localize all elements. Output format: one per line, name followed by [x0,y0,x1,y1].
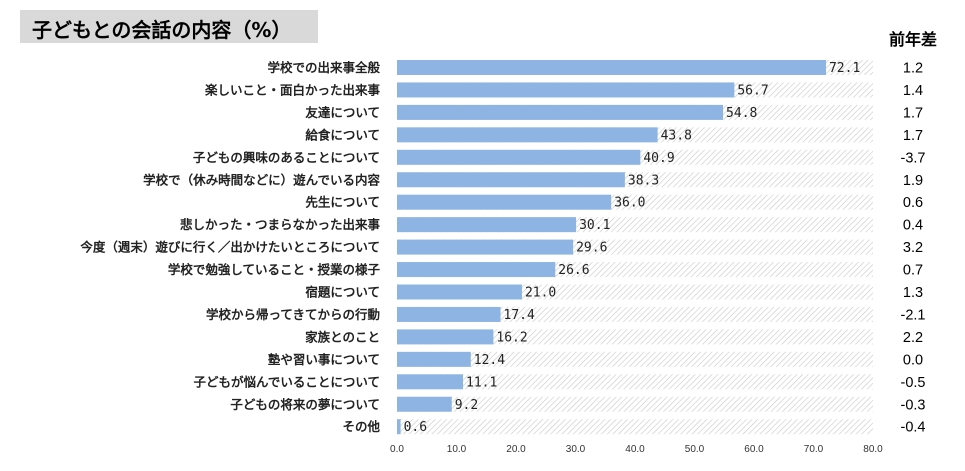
value-label: 21.0 [525,286,556,301]
year-diff-value: 0.4 [903,218,923,234]
bar-track [397,351,873,367]
x-tick-label: 40.0 [625,444,645,455]
bar [397,262,556,278]
category-label: 学校から帰ってきてからの行動 [206,307,380,322]
value-label: 38.3 [628,173,659,188]
category-label: 塾や習い事について [268,352,380,367]
category-label: 楽しいこと・面白かった出来事 [204,82,381,97]
year-diff-value: -0.3 [901,397,926,413]
bar [397,284,522,300]
bar [397,374,464,390]
value-label: 54.8 [726,106,757,121]
category-label: 先生について [305,195,380,210]
category-label: 友達について [304,105,380,120]
year-diff-value: 1.7 [903,128,923,144]
bar [397,329,494,345]
x-axis-ticks: 0.0 10.0 20.0 30.0 40.0 50.0 60.0 70.0 80.0 [390,444,883,455]
year-diff-value: -3.7 [901,150,926,166]
value-label: 56.7 [737,83,768,98]
year-diff-value: -0.4 [901,420,926,436]
x-tick-label: 10.0 [447,444,467,455]
year-diff-value: 1.2 [903,61,923,77]
bar-track [397,329,873,345]
bar [397,104,724,120]
category-label: 今度（週末）遊びに行く／出かけたいところについて [79,240,380,255]
value-label: 30.1 [579,218,610,233]
category-label: 学校での出来事全般 [267,60,380,75]
bar-track [397,419,873,435]
bar [397,127,658,143]
bar [397,172,625,188]
bars [397,60,826,435]
year-diff-value: 1.7 [903,105,923,121]
bar [397,194,612,210]
category-label: 子どもの興味のあることについて [193,150,380,165]
value-label: 0.6 [404,420,427,435]
value-label: 16.2 [496,330,527,345]
bar [397,306,501,322]
category-label: 学校で（休み時間などに）遊んでいる内容 [143,172,380,187]
chart-title: 子どもとの会話の内容（%） [32,18,292,42]
x-tick-label: 80.0 [863,444,883,455]
category-label: 給食について [305,127,380,142]
x-tick-label: 20.0 [506,444,526,455]
year-diff-value: 3.2 [903,240,923,256]
year-diff-value: -2.1 [901,307,926,323]
category-labels: 学校での出来事全般楽しいこと・面白かった出来事友達について給食について子どもの興… [79,60,380,434]
bar [397,396,452,412]
year-diff-value: 0.0 [903,352,923,368]
year-diff-value: 2.2 [903,330,923,346]
value-labels: 72.1 56.7 54.8 43.8 40.9 38.3 36.0 30.1 29.6 26.6… [404,61,861,435]
value-label: 36.0 [614,196,645,211]
value-label: 11.1 [466,375,497,390]
x-tick-label: 50.0 [685,444,705,455]
year-diff-value: 0.6 [903,195,923,211]
year-diff-value: 0.7 [903,263,923,279]
bar [397,419,401,435]
value-label: 12.4 [474,353,505,368]
year-diff-value: 1.4 [903,83,923,99]
value-label: 17.4 [504,308,535,323]
category-label: 悲しかった・つまらなかった出来事 [180,217,381,232]
category-label: 子どもの将来の夢について [230,397,380,412]
year-diff-value: -0.5 [901,375,926,391]
value-label: 29.6 [576,241,607,256]
x-tick-label: 70.0 [804,444,824,455]
year-diff-labels: 1.2 1.4 1.7 1.7 -3.7 1.9 0.6 0.4 3.2 0.7 1.3 -2.1 2.… [901,61,926,436]
bar-track [397,374,873,390]
bar [397,217,577,233]
category-label: 家族とのこと [305,329,380,344]
year-diff-value: 1.3 [903,285,923,301]
bar-track [397,306,873,322]
bar [397,149,641,165]
category-label: 学校で勉強していること・授業の様子 [168,262,381,277]
x-tick-label: 30.0 [566,444,586,455]
bar [397,82,735,98]
value-label: 72.1 [829,61,860,76]
category-label: 子どもが悩んでいることについて [193,374,380,389]
bar [397,239,574,255]
value-label: 40.9 [643,151,674,166]
category-label: 宿題について [305,285,380,300]
bar [397,351,471,367]
chart-title-box: 子どもとの会話の内容（%） [20,10,318,43]
value-label: 26.6 [558,263,589,278]
category-label: その他 [342,419,380,434]
year-diff-value: 1.9 [903,173,923,189]
x-tick-label: 0.0 [390,444,404,455]
value-label: 9.2 [455,398,478,413]
x-tick-label: 60.0 [744,444,764,455]
value-label: 43.8 [661,128,692,143]
bar [397,60,826,75]
bar-track [397,396,873,412]
year-diff-header: 前年差 [888,30,937,49]
